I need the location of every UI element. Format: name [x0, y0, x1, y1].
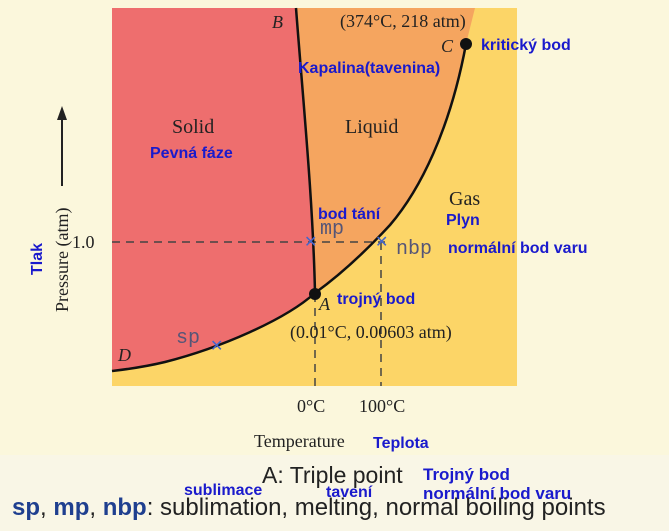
legend-meanings: sublimation, melting, normal boiling poi…: [160, 494, 606, 521]
sublimation-translation: sublimace: [184, 482, 263, 499]
y-axis-arrow-head: [57, 106, 67, 120]
gas-label: Gas: [449, 188, 480, 210]
abbreviation-legend: sp, mp, nbp: sublimation, melting, norma…: [12, 494, 606, 522]
sp-marker: ✕: [210, 338, 223, 355]
x-axis-translation: Teplota: [373, 435, 429, 452]
triple-point-caption-translation: Trojný bod: [423, 465, 510, 484]
liquid-region: [296, 8, 517, 293]
nbp-caption-translation: normální bod varu: [423, 484, 572, 503]
melting-translation: tavení: [326, 484, 373, 501]
nbp-translation: normální bod varu: [448, 240, 588, 257]
y-axis-translation-group: Tlak: [29, 243, 46, 275]
legend-sep-1: ,: [40, 494, 54, 521]
mp-translation: bod tání: [318, 206, 381, 223]
critical-point-marker: [460, 38, 472, 50]
y-axis-translation: Tlak: [29, 243, 46, 275]
point-a-letter: A: [318, 294, 331, 314]
nbp-marker: ✕: [375, 234, 388, 251]
legend-abbr-nbp: nbp: [102, 494, 147, 521]
y-axis-label-group: Pressure (atm): [52, 208, 73, 312]
sublimation-curve: [111, 292, 316, 373]
legend-background: [0, 455, 669, 531]
y-axis-label: Pressure (atm): [52, 208, 73, 312]
triple-point-caption: A: Triple point: [262, 462, 403, 488]
x-tick-100c: 100°C: [359, 396, 405, 416]
legend-sep-2: ,: [89, 494, 103, 521]
liquid-label: Liquid: [345, 116, 398, 138]
point-b-letter: B: [272, 12, 283, 32]
melting-curve: [294, 7, 317, 294]
mp-abbr: mp: [320, 218, 344, 241]
solid-region: [112, 8, 315, 371]
triple-point-marker: [309, 288, 321, 300]
y-tick-1atm: 1.0: [72, 232, 95, 252]
critical-point-coords: (374°C, 218 atm): [340, 11, 466, 32]
solid-label: Solid: [172, 116, 214, 138]
gas-translation: Plyn: [446, 212, 480, 229]
triple-point-translation: trojný bod: [337, 291, 415, 308]
nbp-abbr: nbp: [396, 238, 432, 261]
legend-abbr-sp: sp: [12, 494, 41, 521]
solid-translation: Pevná fáze: [150, 145, 233, 162]
liquid-translation: Kapalina(tavenina): [298, 60, 440, 77]
legend-abbr-mp: mp: [53, 494, 90, 521]
triple-point-coords: (0.01°C, 0.00603 atm): [290, 322, 452, 343]
critical-point-translation: kritický bod: [481, 37, 571, 54]
mp-marker: ✕: [304, 234, 317, 251]
x-tick-0c: 0°C: [297, 396, 325, 416]
point-d-letter: D: [117, 345, 131, 365]
sp-abbr: sp: [176, 327, 200, 350]
point-c-letter: C: [441, 36, 454, 56]
legend-colon: :: [146, 494, 154, 521]
vaporization-curve: [314, 43, 468, 295]
x-axis-label: Temperature: [254, 431, 345, 451]
